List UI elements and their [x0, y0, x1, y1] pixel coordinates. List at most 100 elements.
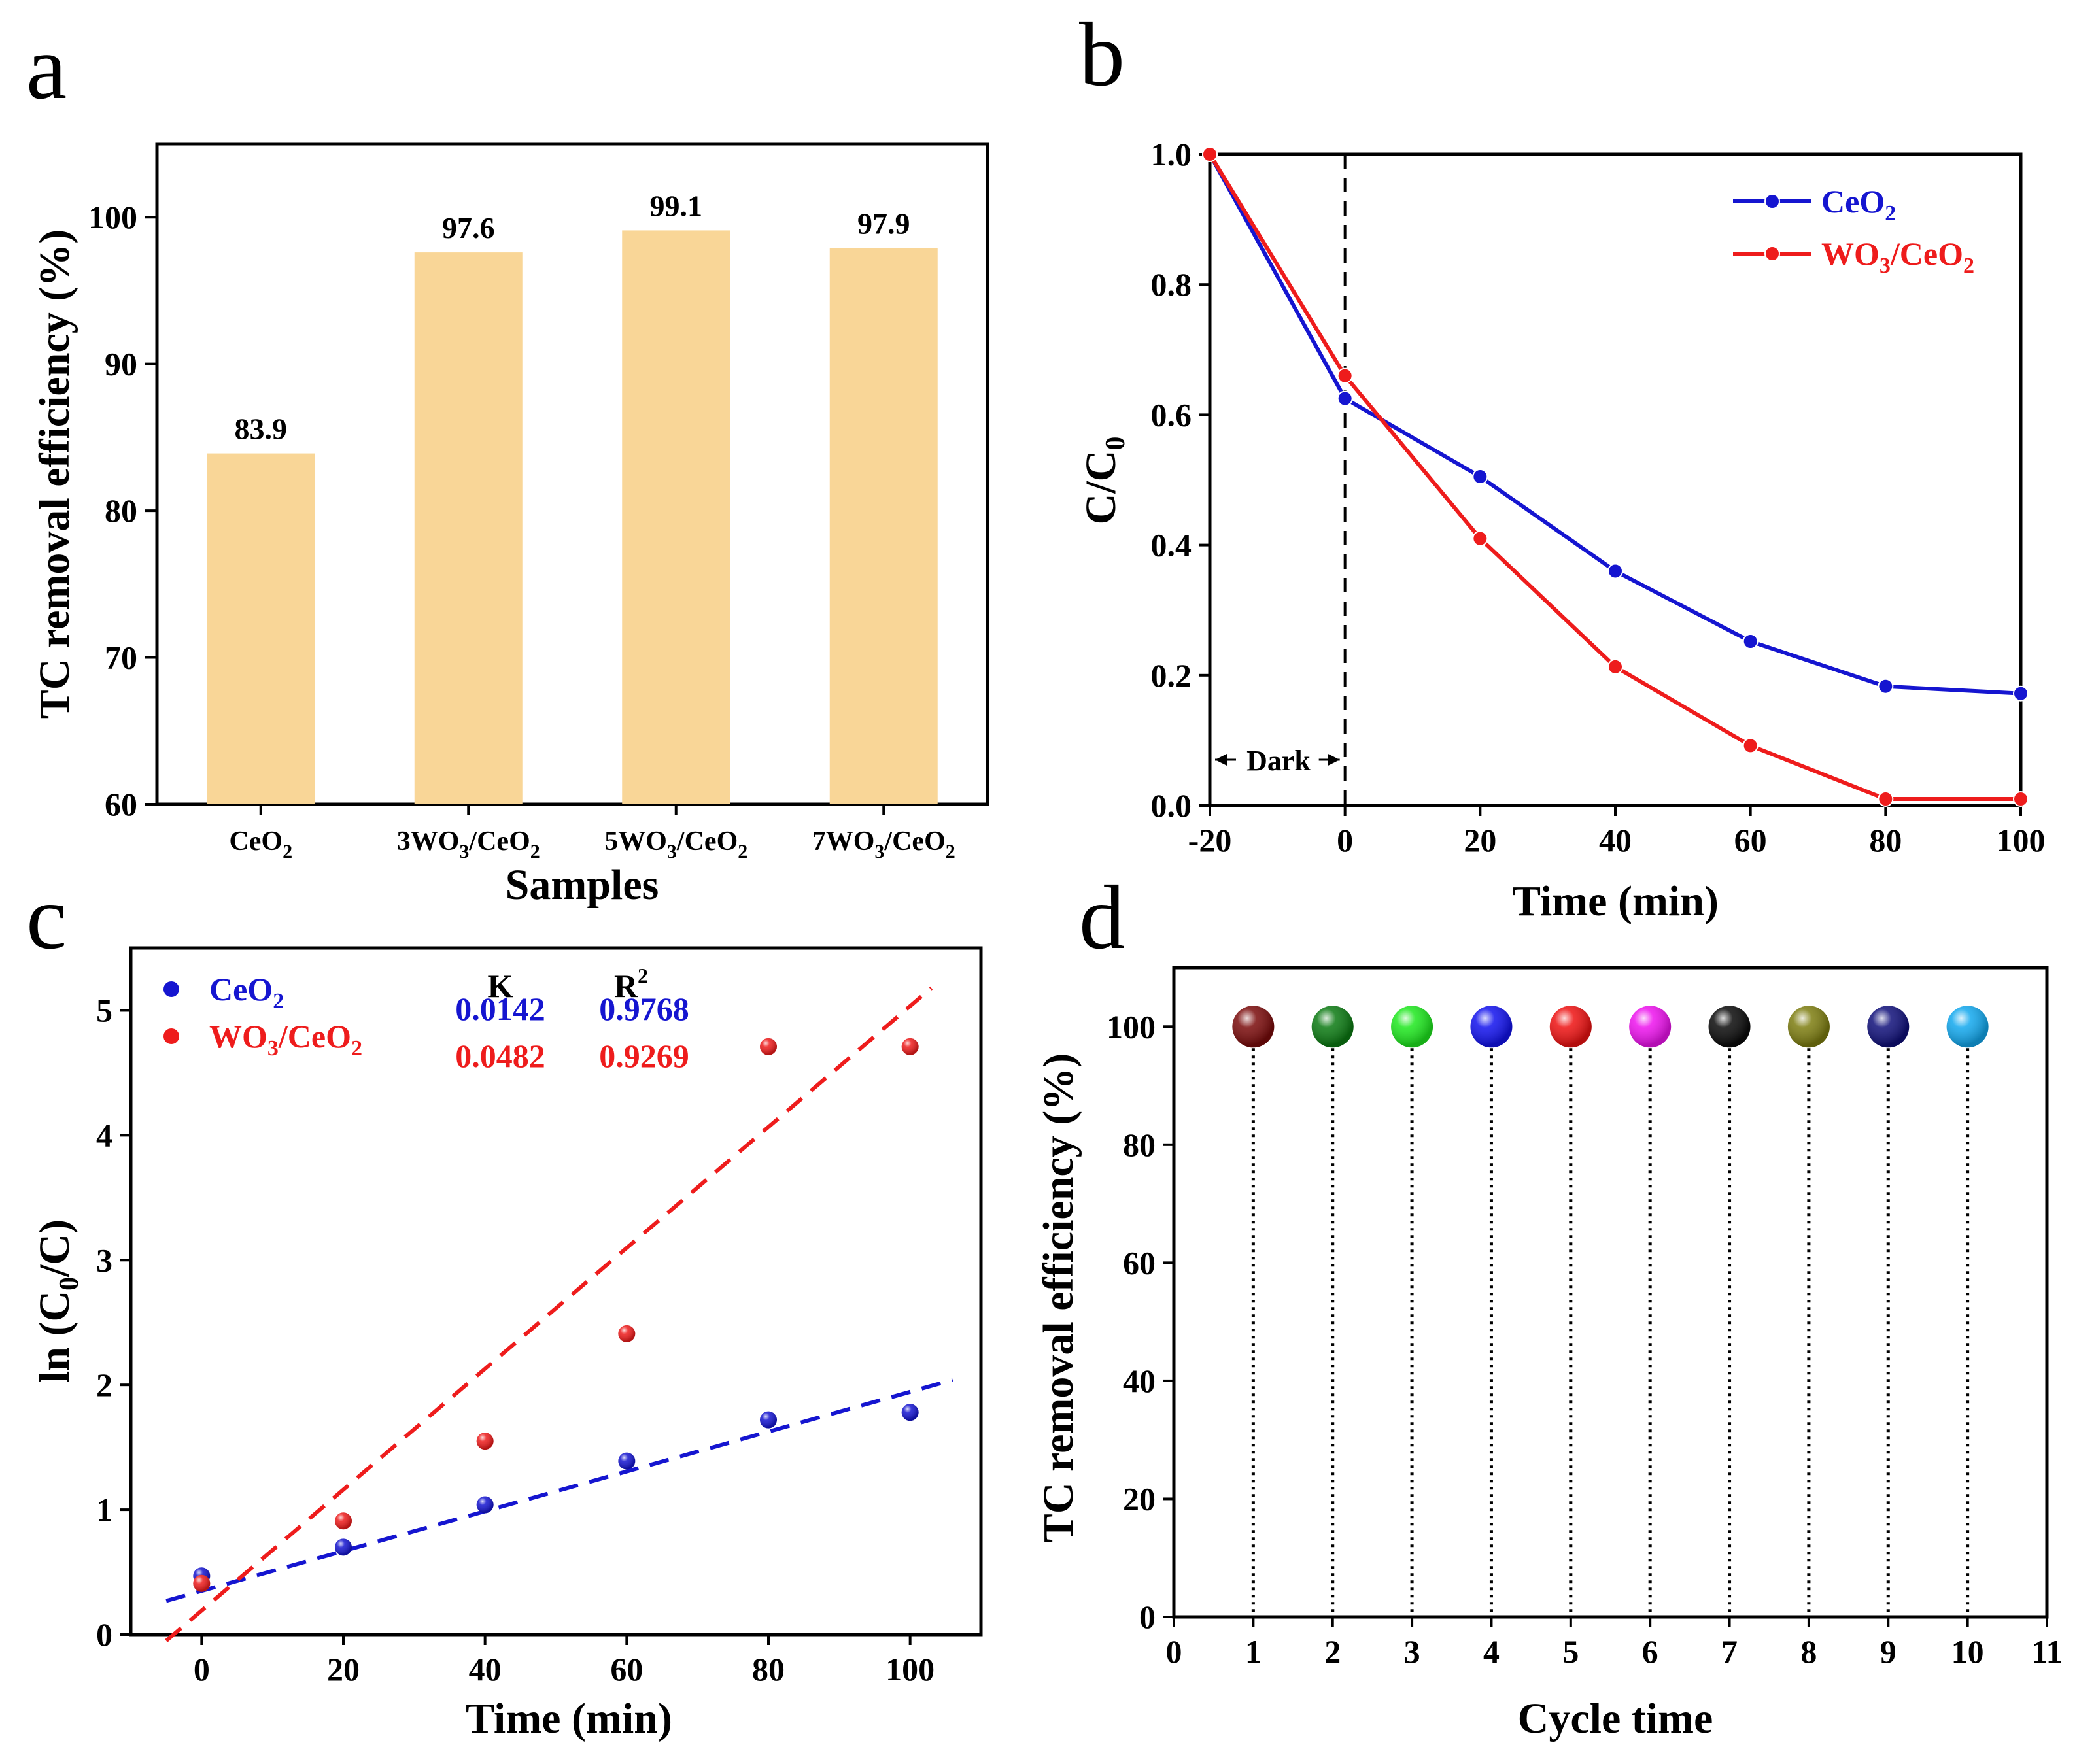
panel-b-y-tick-label: 0.2 [1151, 657, 1192, 694]
panel-c-scatter-chart: 0 20 40 60 80 100 0 1 2 3 4 5 K R2 CeO2 0.0142 0.9768 WO… [31, 946, 983, 1742]
panel-b-y-tick-label: 1.0 [1151, 136, 1192, 173]
panel-c-x-tick-label: 100 [885, 1651, 935, 1688]
panel-c-plot-frame [129, 946, 983, 1637]
panel-a-bar-value-label: 97.9 [857, 207, 910, 240]
panel-d-cycle-point-highlight [1708, 1006, 1751, 1048]
panel-c-data-point-highlight [335, 1512, 352, 1530]
panel-d-x-tick-label: 5 [1562, 1633, 1579, 1670]
panel-c-y-tick-label: 5 [96, 992, 112, 1028]
panel-d-cycle-point-highlight [1391, 1006, 1433, 1048]
panel-b-data-point [1337, 367, 1353, 384]
panel-letter-c: c [26, 867, 67, 968]
panel-a-bar-value-label: 97.6 [442, 211, 495, 245]
panel-c-data-point-highlight [760, 1411, 777, 1429]
panel-d-x-tick-label: 11 [2031, 1633, 2062, 1670]
panel-b-legend-label: CeO2 [1821, 183, 1896, 226]
panel-d-x-tick-label: 9 [1880, 1633, 1897, 1670]
panel-c-stat-r2-value: 0.9768 [599, 991, 689, 1027]
panel-d-x-tick-label: 1 [1245, 1633, 1262, 1670]
panel-c-fit-line [165, 1378, 953, 1603]
panel-b-legend-label: WO3/CeO2 [1821, 235, 1974, 278]
panel-c-stat-k-value: 0.0482 [455, 1038, 545, 1074]
panel-b-x-tick-label: 100 [1997, 822, 2046, 858]
panel-c-data-point-highlight [335, 1538, 352, 1556]
panel-b-legend-marker [1764, 246, 1780, 262]
panel-d-plot-frame [1172, 966, 2049, 1619]
panel-a-plot-frame [155, 142, 989, 806]
panel-b-data-point [1472, 469, 1488, 485]
panel-b-dark-arrowhead-right [1328, 754, 1340, 766]
panel-d-cycle-point-highlight [1232, 1006, 1275, 1048]
panel-a-y-tick-label: 100 [88, 199, 137, 235]
panel-d-cycle-point-highlight [1629, 1006, 1672, 1048]
panel-c-data-point-highlight [901, 1404, 919, 1421]
panel-c-legend-label: WO3/CeO2 [209, 1018, 362, 1060]
panel-c-x-tick-label: 20 [327, 1651, 360, 1688]
panel-b-legend-marker [1764, 194, 1780, 209]
panel-b-x-axis-title: Time (min) [1512, 877, 1719, 925]
panel-b-x-tick-label: 40 [1599, 822, 1632, 858]
panel-c-x-tick-label: 40 [469, 1651, 502, 1688]
panel-c-y-tick-label: 2 [96, 1366, 112, 1403]
panel-a-y-axis-title: TC removal efficiency (%) [31, 229, 78, 719]
panel-b-data-point [1742, 738, 1759, 754]
panel-d-x-tick-label: 0 [1166, 1633, 1182, 1670]
panel-c-stat-k-value: 0.0142 [455, 991, 545, 1027]
panel-a-y-tick-label: 90 [105, 346, 137, 382]
panel-c-y-tick-label: 1 [96, 1491, 112, 1528]
panel-a-category-label: CeO2 [229, 826, 292, 862]
panel-a-bar [622, 230, 730, 804]
panel-c-x-axis-title: Time (min) [466, 1695, 672, 1742]
panel-d-y-axis-title: TC removal efficiency (%) [1035, 1053, 1082, 1542]
panel-b-data-point [1607, 563, 1623, 579]
panel-a-bar [829, 248, 938, 804]
panel-d-y-tick-label: 80 [1123, 1127, 1156, 1163]
panel-b-y-tick-label: 0.6 [1151, 396, 1192, 433]
panel-d-y-tick-label: 100 [1107, 1008, 1156, 1045]
panel-d-x-tick-label: 7 [1721, 1633, 1738, 1670]
panel-c-legend-marker [163, 1028, 179, 1044]
panel-d-cycle-chart: 0 1 2 3 4 5 6 7 8 9 10 11 0 20 40 60 80 100 Cycle time TC… [1035, 966, 2063, 1742]
panel-a-bar [207, 453, 315, 804]
panel-d-x-tick-label: 8 [1800, 1633, 1817, 1670]
panel-b-y-axis-title: C/C0 [1077, 437, 1131, 525]
panel-a-y-tick-label: 70 [105, 639, 137, 676]
panel-b-data-point [1878, 791, 1894, 807]
panel-d-cycle-point-highlight [1787, 1006, 1830, 1048]
panel-d-cycle-point-highlight [1470, 1006, 1513, 1048]
panel-b-data-point [1202, 146, 1218, 162]
panel-d-y-tick-label: 40 [1123, 1363, 1156, 1399]
panel-d-cycle-point-highlight [1867, 1006, 1910, 1048]
panel-b-y-tick-label: 0.0 [1151, 787, 1192, 824]
panel-b-dark-arrowhead-left [1215, 754, 1227, 766]
panel-c-y-axis-title: ln (C0/C) [31, 1219, 84, 1383]
panel-b-data-point [2013, 791, 2029, 807]
panel-d-x-tick-label: 3 [1404, 1633, 1420, 1670]
panel-d-y-tick-label: 20 [1123, 1480, 1156, 1517]
panel-d-y-tick-label: 0 [1139, 1599, 1156, 1635]
panel-c-legend-marker [163, 981, 179, 997]
panel-c-stats-header-r2: R2 [614, 964, 648, 1004]
panel-a-bar-chart: 83.9 97.6 99.1 97.9 60 70 80 90 100 CeO2 3WO3/Ce… [31, 142, 989, 909]
panel-a-category-label: 7WO3/CeO2 [812, 826, 955, 862]
panel-b-data-point [1607, 658, 1623, 675]
panel-b-data-point [1472, 530, 1488, 547]
panel-c-data-point-highlight [901, 1038, 919, 1055]
panel-a-category-label: 5WO3/CeO2 [604, 826, 747, 862]
panel-c-x-tick-label: 80 [752, 1651, 785, 1688]
panel-b-x-tick-label: 20 [1464, 822, 1496, 858]
panel-b-x-tick-label: 0 [1337, 822, 1353, 858]
panel-b-data-point [1337, 390, 1353, 407]
panel-b-line-chart: -20 0 20 40 60 80 100 0.0 0.2 0.4 0.6 0.8 1.0 CeO2 WO… [1077, 136, 2046, 925]
panel-d-y-tick-label: 60 [1123, 1244, 1156, 1281]
panel-d-x-tick-label: 4 [1483, 1633, 1500, 1670]
panel-a-y-tick-label: 60 [105, 786, 137, 823]
panel-d-cycle-point-highlight [1311, 1006, 1354, 1048]
panel-a-bar [414, 252, 523, 805]
panel-letter-b: b [1079, 4, 1125, 105]
panel-c-x-tick-label: 0 [194, 1651, 210, 1688]
panel-b-data-point [1878, 678, 1894, 694]
panel-b-y-tick-label: 0.8 [1151, 266, 1192, 303]
panel-d-cycle-point-highlight [1946, 1006, 1989, 1048]
panel-c-stats-header-k: K [488, 968, 513, 1004]
